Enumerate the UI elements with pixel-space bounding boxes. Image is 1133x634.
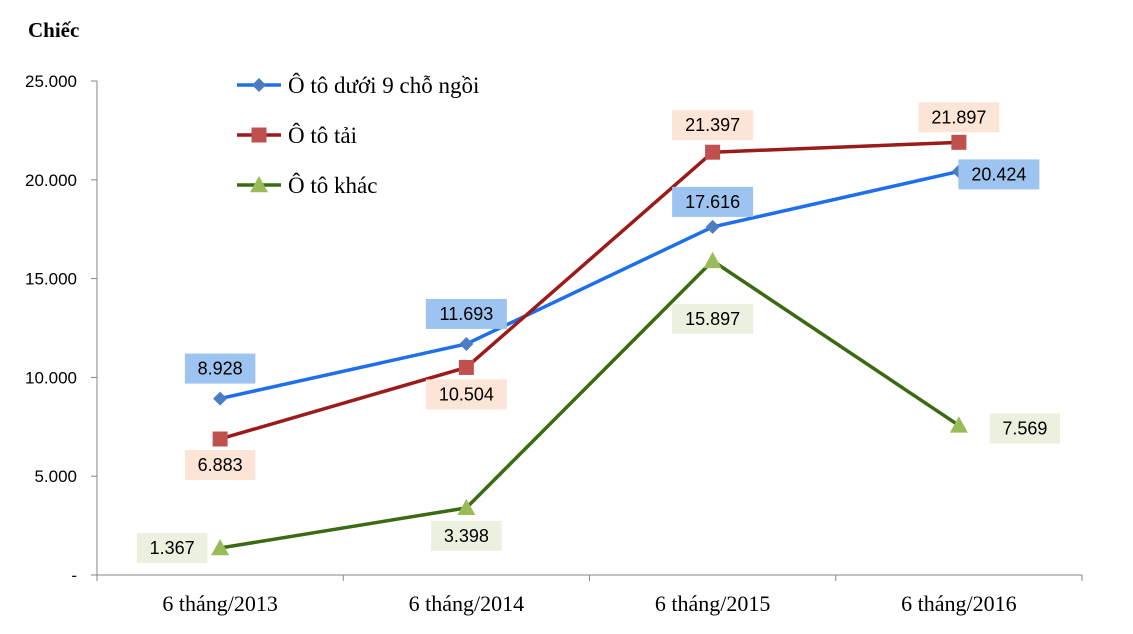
data-label-box — [989, 413, 1061, 444]
legend-marker — [250, 176, 268, 193]
legend: Ô tô dưới 9 chỗ ngồi Ô tô tải Ô tô khác — [237, 72, 479, 198]
data-label-box — [425, 298, 507, 329]
data-label-box — [184, 353, 256, 384]
y-tick-label: 15.000 — [25, 270, 77, 289]
data-label: 20.424 — [971, 164, 1026, 184]
data-point-marker — [459, 336, 474, 351]
x-tick-label: 6 tháng/2014 — [409, 591, 525, 616]
data-label: 7.569 — [1002, 418, 1047, 438]
data-label-box — [958, 159, 1040, 190]
data-point-marker — [703, 251, 722, 269]
data-point-marker — [458, 359, 474, 375]
legend-marker — [252, 78, 266, 92]
axes: - 5.000 10.000 15.000 20.000 25.000 6 tháng/20… — [25, 72, 1083, 616]
data-point-marker — [211, 538, 230, 556]
data-point-marker — [951, 134, 967, 150]
data-point-marker — [457, 498, 476, 516]
y-axis-label: Chiếc — [28, 18, 79, 42]
data-label-box — [672, 186, 754, 217]
y-tick-label: 25.000 — [25, 72, 77, 91]
x-tick-label: 6 tháng/2016 — [901, 591, 1017, 616]
data-point-marker — [212, 431, 228, 447]
y-tick-label: 20.000 — [25, 171, 77, 190]
data-point-marker — [213, 391, 228, 406]
y-tick-label: 5.000 — [34, 467, 77, 486]
data-label: 3.398 — [444, 526, 489, 546]
data-label: 21.397 — [685, 115, 740, 135]
data-label: 15.897 — [685, 309, 740, 329]
data-point-marker — [705, 144, 721, 160]
data-labels: 8.928 11.693 17.616 20.424 6.883 10.504 21.397… — [136, 102, 1061, 563]
legend-marker — [251, 127, 267, 143]
series-line-3 — [219, 259, 960, 550]
data-point-marker — [705, 219, 720, 234]
data-label-box — [672, 303, 754, 334]
y-tick-label: - — [71, 566, 77, 585]
y-tick-label: 10.000 — [25, 368, 77, 387]
data-label-box — [425, 379, 507, 410]
data-label: 17.616 — [685, 192, 740, 212]
legend-label: Ô tô tải — [288, 122, 357, 148]
data-label: 10.504 — [439, 384, 494, 404]
data-label-box — [918, 102, 1000, 133]
data-label: 6.883 — [198, 455, 243, 475]
data-point-marker — [949, 416, 968, 433]
data-label: 8.928 — [198, 359, 243, 379]
series-lines — [219, 140, 960, 550]
data-label: 21.897 — [931, 107, 986, 127]
legend-label: Ô tô khác — [288, 172, 377, 198]
data-label-box — [672, 110, 754, 141]
data-label-box — [431, 520, 502, 551]
series-line-1 — [219, 169, 960, 401]
data-label-box — [184, 449, 256, 480]
data-label-box — [136, 532, 208, 563]
x-tick-label: 6 tháng/2015 — [655, 591, 771, 616]
data-label: 11.693 — [440, 304, 494, 324]
data-label: 1.367 — [150, 538, 195, 558]
x-tick-label: 6 tháng/2013 — [162, 591, 278, 616]
series-line-2 — [219, 140, 959, 441]
legend-label: Ô tô dưới 9 chỗ ngồi — [288, 72, 479, 98]
